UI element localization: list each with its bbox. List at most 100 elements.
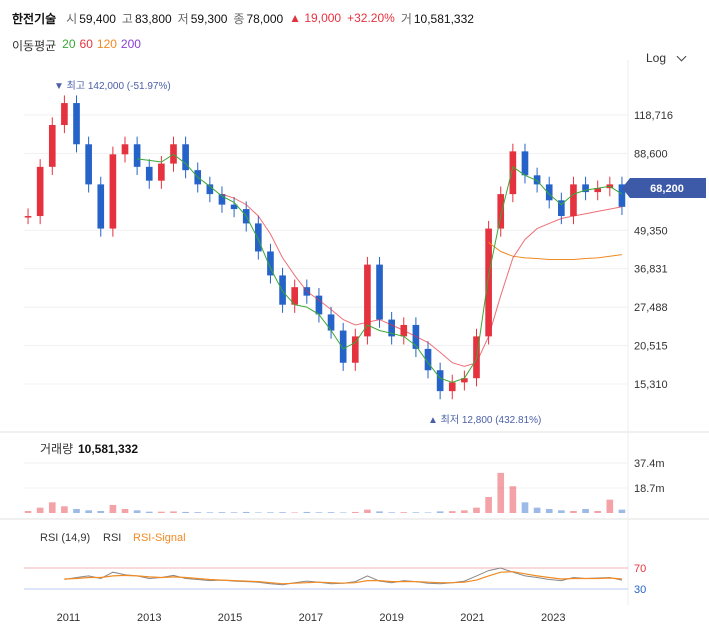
log-scale-dropdown[interactable]: Log <box>646 51 687 65</box>
candle-body <box>509 151 517 195</box>
price-tick-label: 15,310 <box>634 379 668 391</box>
moving-average-legend: 이동평균 20 60 120 200 <box>12 37 141 54</box>
volume-bar <box>351 511 359 513</box>
volume-grid <box>24 462 628 489</box>
candle-body <box>279 275 286 305</box>
candle-body <box>364 264 371 337</box>
ma-120-period[interactable]: 120 <box>96 37 117 51</box>
candle-body <box>388 319 395 337</box>
volume-bar <box>85 510 92 513</box>
volume-bar <box>170 511 177 513</box>
candle-body <box>73 103 80 145</box>
candle-body <box>24 216 32 218</box>
high-marker: ▼ 최고 142,000 (-51.97%) <box>54 80 171 92</box>
time-tick-label: 2011 <box>57 612 81 624</box>
candle-body <box>315 295 323 315</box>
moving-average-label: 이동평균 <box>12 39 57 53</box>
price-tick-label: 36,831 <box>634 264 668 276</box>
price-tick-label: 88,600 <box>634 148 668 160</box>
volume-bar <box>158 511 165 513</box>
candle-body <box>448 382 456 392</box>
close-price: 종 78,000 <box>233 10 283 27</box>
candle-body <box>618 184 626 207</box>
candle-body <box>267 251 274 276</box>
ma-60-period[interactable]: 60 <box>79 37 93 51</box>
volume-bar <box>521 502 529 513</box>
volume-bar <box>279 512 286 513</box>
volume-bar <box>606 499 614 513</box>
candle-body <box>545 184 553 201</box>
close-label: 종 <box>233 11 245 26</box>
high-label: 고 <box>121 11 133 26</box>
volume-bar <box>594 510 602 513</box>
volume-bar <box>339 512 347 513</box>
volume-bar <box>109 504 117 513</box>
candle-body <box>61 103 68 126</box>
volume-series <box>24 472 626 513</box>
volume-bar <box>388 512 395 513</box>
price-change-percent: +32.20% <box>347 11 395 25</box>
volume-bar <box>533 507 541 513</box>
rsi-signal-line <box>64 571 622 585</box>
volume-bar <box>291 512 299 513</box>
volume-bar <box>48 502 56 513</box>
candle-body <box>255 223 262 252</box>
time-tick-label: 2019 <box>379 612 403 624</box>
volume-bar <box>182 511 189 513</box>
candle-body <box>291 287 299 305</box>
price-grid <box>24 114 628 385</box>
volume-bar <box>230 512 238 513</box>
candle-body <box>339 330 347 363</box>
ma-120-line <box>488 242 622 260</box>
high-value: 83,800 <box>134 11 172 26</box>
ma-60-line <box>221 193 622 367</box>
low-price: 저 59,300 <box>178 10 228 27</box>
ma-200-period[interactable]: 200 <box>120 37 141 51</box>
volume-bar <box>412 512 420 513</box>
volume-bar <box>255 512 262 513</box>
ma-20-period[interactable]: 20 <box>62 37 76 51</box>
volume-bar <box>448 511 456 513</box>
candle-body <box>230 204 238 210</box>
candle-body <box>109 154 117 229</box>
volume-bar <box>218 512 226 513</box>
high-price: 고 83,800 <box>122 10 172 27</box>
volume-bar <box>545 508 553 513</box>
volume-bar <box>473 507 480 513</box>
candle-body <box>485 228 492 337</box>
volume-bar <box>424 512 432 513</box>
open-label: 시 <box>66 11 78 26</box>
open-value: 59,400 <box>79 11 116 26</box>
candle-body <box>376 264 383 320</box>
rsi-panel-title: RSI (14,9) <box>40 532 90 544</box>
volume-bar <box>133 510 141 513</box>
price-tick-label: 20,515 <box>634 341 668 353</box>
open-price: 시 59,400 <box>66 10 116 27</box>
price-tick-label: 49,350 <box>634 225 668 237</box>
low-marker: ▲ 최저 12,800 (432.81%) <box>428 414 541 426</box>
candle-body <box>497 194 505 229</box>
price-change: ▲ 19,000 <box>289 11 342 25</box>
time-tick-label: 2015 <box>218 612 242 624</box>
volume-bar <box>376 511 383 513</box>
volume-bar <box>267 512 274 513</box>
candle-body <box>182 144 189 171</box>
quote-header: 한전기술 시 59,400 고 83,800 저 59,300 종 78,000 ▲ 1… <box>12 9 480 27</box>
candle-body <box>521 151 529 176</box>
time-axis: 2011 2013 2015 2017 2019 2021 2023 <box>57 612 566 624</box>
rsi-tick-label: 30 <box>634 584 646 596</box>
volume-bar <box>558 510 565 513</box>
candle-body <box>351 336 359 363</box>
candle-body <box>327 314 335 331</box>
volume-bar <box>461 510 468 513</box>
candle-body <box>461 378 468 383</box>
candle-body <box>121 144 129 155</box>
candle-body <box>48 125 56 167</box>
volume-bar <box>194 512 202 513</box>
volume-bar <box>327 512 335 513</box>
time-tick-label: 2023 <box>541 612 565 624</box>
stock-name: 한전기술 <box>12 11 57 26</box>
rsi-grid <box>24 567 628 590</box>
volume-bar <box>303 511 311 513</box>
